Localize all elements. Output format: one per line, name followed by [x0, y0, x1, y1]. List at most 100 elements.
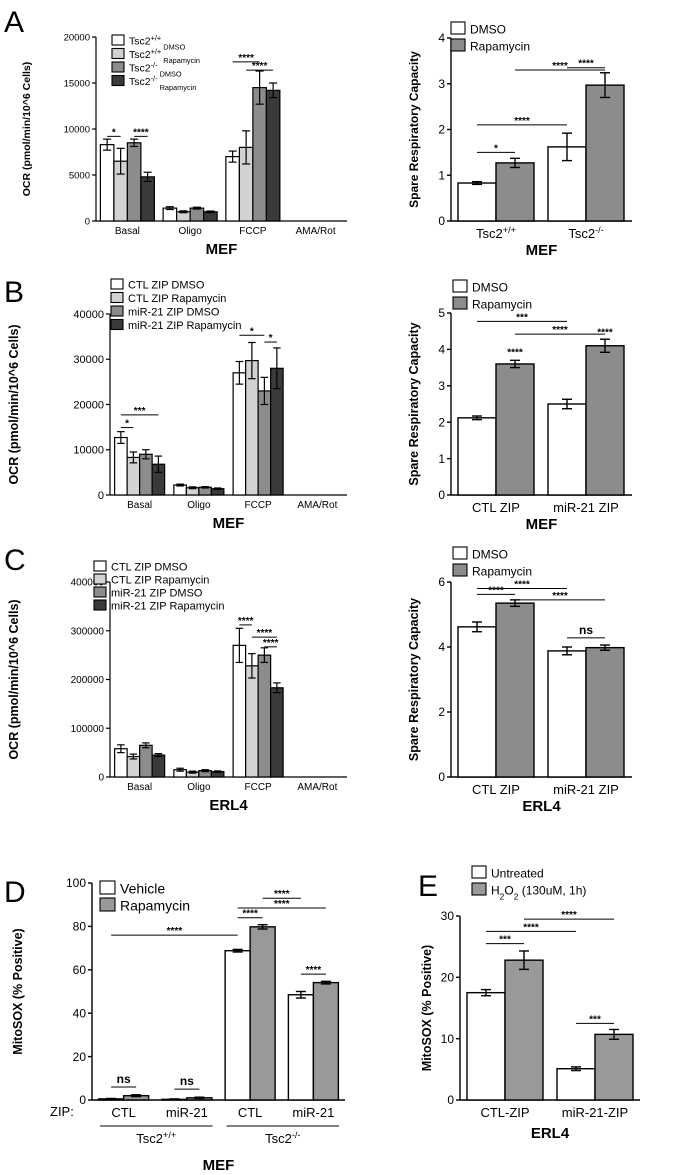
- chart-a-left: 0 5000 10000 15000 20000 OCR (pmol/min/10^6 C…: [21, 32, 347, 258]
- legend-label: DMSO: [472, 281, 508, 295]
- x-category-label: miR-21-ZIP: [562, 1105, 628, 1120]
- legend-label: CTL ZIP DMSO: [111, 562, 188, 574]
- significance-label: ****: [507, 348, 523, 359]
- x-axis-title: MEF: [526, 516, 558, 533]
- bar: [457, 626, 497, 778]
- x-category-label: miR-21 ZIP: [553, 782, 619, 797]
- x-category-label: CTL-ZIP: [480, 1105, 529, 1120]
- panel-letter-a: A: [4, 6, 24, 39]
- legend-swatch: [471, 865, 487, 879]
- chart-c-left: 0 100000 200000 300000 400000 OCR (pmol/min/1…: [7, 560, 347, 814]
- x-category-label: Tsc2-/-: [568, 225, 603, 241]
- bar: [495, 602, 535, 778]
- x-category-label: miR-21 ZIP: [553, 500, 619, 515]
- legend-label: Vehicle: [120, 881, 165, 897]
- legend-swatch: [93, 599, 107, 611]
- x-axis-title: MEF: [206, 241, 238, 258]
- significance-label: ****: [578, 59, 594, 70]
- bar: [126, 755, 141, 778]
- significance-label: ****: [306, 965, 322, 976]
- bar: [140, 176, 155, 222]
- legend-label: CTL ZIP DMSO: [128, 280, 205, 292]
- y-tick-label: 10: [441, 1032, 455, 1046]
- bar: [126, 142, 142, 222]
- x-axis-title: ERL4: [531, 1125, 570, 1142]
- bar: [225, 156, 240, 222]
- significance-label: ****: [242, 909, 258, 920]
- x-category-label: Basal: [127, 782, 152, 793]
- significance-label: ****: [514, 580, 530, 591]
- y-tick-label: 400000: [71, 578, 105, 589]
- y-axis-label: OCR (pmol/min/10^6 Cells): [7, 324, 21, 484]
- legend-swatch: [111, 74, 125, 87]
- bar: [547, 403, 587, 496]
- y-axis-label: Spare Respiratory Capacity: [407, 51, 421, 208]
- x-category-label: FCCP: [245, 782, 273, 793]
- legend-label: Tsc2+/+ DMSO: [129, 33, 186, 51]
- legend-label: CTL ZIP Rapamycin: [128, 293, 226, 305]
- legend-label: Rapamycin: [472, 565, 532, 579]
- bar: [245, 360, 259, 496]
- y-axis-label: Spare Respiratory Capacity: [407, 598, 421, 761]
- bar: [203, 211, 218, 222]
- y-tick-label: 30: [441, 909, 455, 923]
- bar: [139, 744, 153, 778]
- significance-label: ****: [263, 638, 279, 649]
- bar: [245, 665, 259, 778]
- y-axis-label: OCR (pmol/min/10^6 Cells): [21, 62, 33, 197]
- y-tick-label: 6: [438, 575, 445, 589]
- legend-label: miR-21 ZIP Rapamycin: [111, 601, 225, 613]
- y-tick-label: 0: [447, 1093, 454, 1107]
- legend-label: miR-21 ZIP DMSO: [128, 307, 220, 319]
- bar: [99, 144, 115, 222]
- bar: [495, 363, 535, 496]
- x-axis-title: ERL4: [209, 797, 248, 814]
- legend-label: Tsc2-/- DMSO: [129, 60, 182, 78]
- legend-swatch: [452, 546, 468, 560]
- bar: [270, 687, 284, 778]
- significance-label: *: [494, 143, 498, 154]
- significance-label: ****: [552, 61, 568, 72]
- significance-label: ****: [552, 325, 568, 336]
- y-tick-label: 20000: [64, 32, 90, 43]
- panel-letter-b: B: [4, 276, 24, 309]
- y-tick-label: 20000: [73, 399, 104, 411]
- significance-label: ****: [257, 628, 273, 639]
- x-category-label: CTL ZIP: [472, 782, 520, 797]
- significance-label: ns: [579, 623, 593, 637]
- bar: [257, 654, 272, 778]
- bar: [265, 89, 281, 222]
- x-category-label: miR-21: [292, 1105, 334, 1120]
- legend-label: DMSO: [470, 23, 506, 37]
- y-tick-label: 5000: [69, 170, 90, 181]
- y-tick-label: 3: [438, 77, 445, 91]
- y-tick-label: 0: [98, 490, 104, 502]
- legend-label: miR-21 ZIP Rapamycin: [128, 320, 242, 332]
- bar: [585, 646, 625, 778]
- bar: [257, 390, 272, 496]
- significance-label: *: [112, 127, 116, 138]
- y-tick-label: 4: [438, 640, 445, 654]
- x-category-label: Oligo: [187, 500, 211, 511]
- significance-label: *: [125, 419, 129, 430]
- legend-swatch: [99, 897, 116, 912]
- significance-label: ***: [589, 1014, 601, 1025]
- legend-swatch: [111, 47, 125, 60]
- bar: [457, 417, 497, 496]
- y-tick-label: 100000: [71, 724, 105, 735]
- legend-label: Rapamycin: [472, 298, 532, 312]
- significance-label: ns: [180, 1074, 194, 1088]
- bar: [232, 644, 247, 778]
- x-axis-title: ERL4: [522, 798, 561, 815]
- y-tick-label: 30000: [73, 354, 104, 366]
- significance-label: ****: [167, 926, 183, 937]
- significance-label: ****: [488, 585, 504, 596]
- y-tick-label: 4: [438, 31, 445, 45]
- zip-label: ZIP:: [50, 1104, 74, 1119]
- legend-swatch: [93, 573, 107, 585]
- y-axis-label: OCR (pmol/min/10^6 Cells): [7, 599, 21, 759]
- y-tick-label: 2: [438, 415, 445, 429]
- legend-swatch: [93, 586, 107, 598]
- panel-letter-e: E: [418, 870, 438, 903]
